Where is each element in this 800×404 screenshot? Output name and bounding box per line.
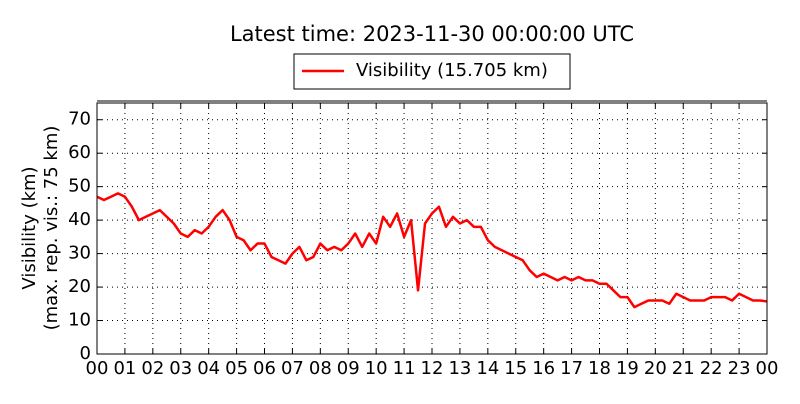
x-tick-label: 01 bbox=[113, 358, 136, 379]
data-line bbox=[96, 192, 768, 309]
y-tick-label: 40 bbox=[68, 209, 91, 230]
y-axis-label: Visibility (km) (max. rep. vis.: 75 km) bbox=[19, 126, 62, 331]
y-tick-label: 50 bbox=[68, 176, 91, 197]
x-tick-label: 03 bbox=[169, 358, 192, 379]
x-tick-label: 13 bbox=[448, 358, 471, 379]
x-tick-label: 04 bbox=[197, 358, 220, 379]
x-tick-label: 22 bbox=[700, 358, 723, 379]
x-tick-label: 07 bbox=[281, 358, 304, 379]
x-tick-label: 21 bbox=[672, 358, 695, 379]
x-tick-label: 06 bbox=[253, 358, 276, 379]
y-tick-label: 70 bbox=[68, 109, 91, 130]
x-tick-label: 05 bbox=[225, 358, 248, 379]
x-tick-label: 19 bbox=[616, 358, 639, 379]
y-tick-label: 60 bbox=[68, 142, 91, 163]
y-tick-label: 0 bbox=[80, 343, 91, 364]
x-tick-label: 23 bbox=[728, 358, 751, 379]
x-tick-label: 14 bbox=[476, 358, 499, 379]
x-tick-label: 02 bbox=[141, 358, 164, 379]
x-tick-label: 20 bbox=[644, 358, 667, 379]
x-tick-label: 16 bbox=[532, 358, 555, 379]
x-tick-label: 08 bbox=[309, 358, 332, 379]
x-tick-label: 10 bbox=[365, 358, 388, 379]
x-tick-label: 15 bbox=[504, 358, 527, 379]
x-tick-label: 00 bbox=[86, 358, 109, 379]
x-tick-label: 12 bbox=[421, 358, 444, 379]
legend-label: Visibility (15.705 km) bbox=[356, 60, 548, 81]
x-tick-label: 09 bbox=[337, 358, 360, 379]
y-tick-label: 20 bbox=[68, 276, 91, 297]
plot-frame bbox=[96, 102, 768, 355]
y-label-line: Visibility (km) bbox=[19, 166, 40, 289]
x-tick-label: 17 bbox=[560, 358, 583, 379]
x-tick-label: 00 bbox=[756, 358, 779, 379]
x-tick-label: 18 bbox=[588, 358, 611, 379]
x-tick-label: 11 bbox=[393, 358, 416, 379]
y-tick-label: 10 bbox=[68, 310, 91, 331]
chart-title: Latest time: 2023-11-30 00:00:00 UTC bbox=[230, 22, 634, 46]
y-tick-label: 30 bbox=[68, 243, 91, 264]
y-label-line: (max. rep. vis.: 75 km) bbox=[41, 126, 62, 331]
